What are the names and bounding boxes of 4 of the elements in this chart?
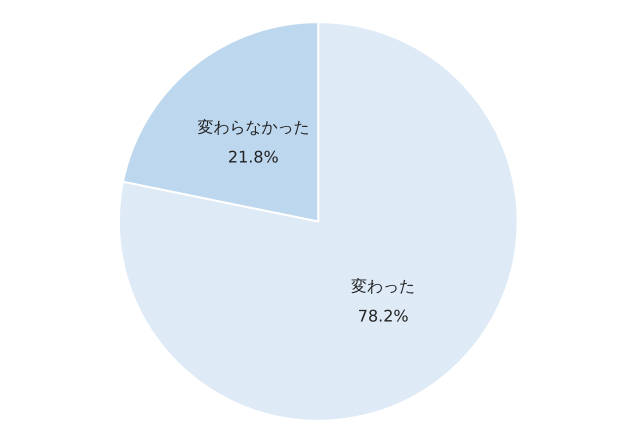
- slice-label: 変わらなかった: [197, 117, 310, 136]
- data-label: 21.8%: [228, 147, 279, 166]
- data-label: 78.2%: [358, 306, 409, 326]
- slice-label: 変わった: [351, 276, 416, 296]
